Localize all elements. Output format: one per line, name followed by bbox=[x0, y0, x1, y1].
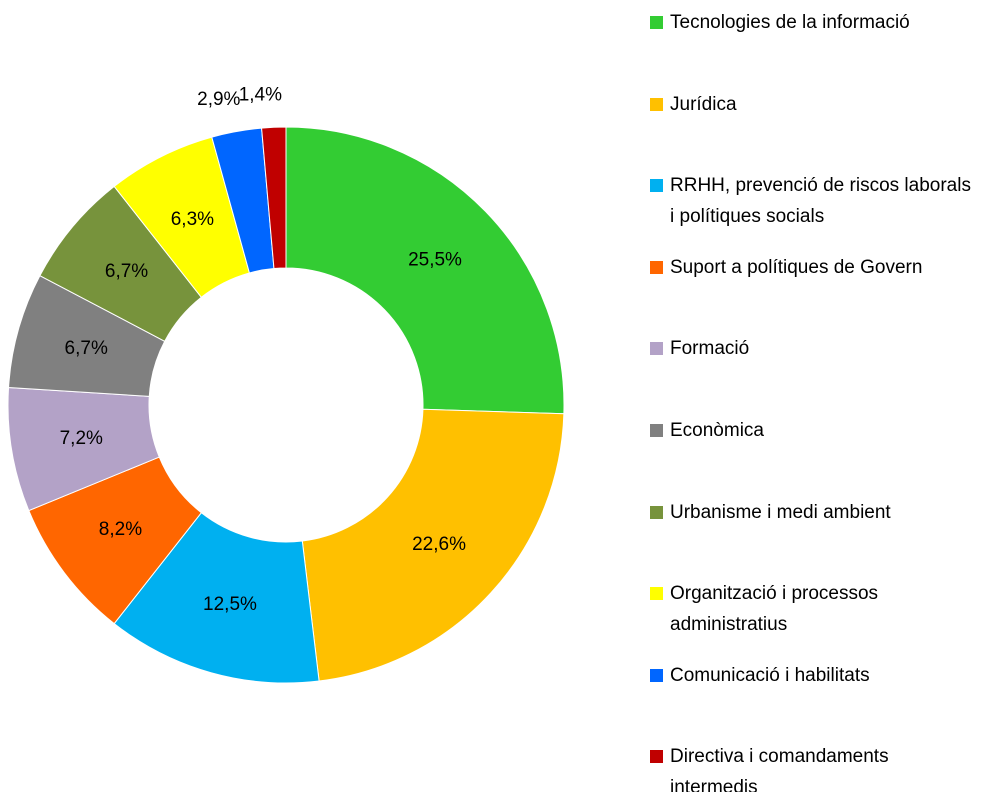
data-label: 7,2% bbox=[60, 428, 103, 449]
legend-label: RRHH, prevenció de riscos laborals i pol… bbox=[670, 175, 971, 228]
legend-swatch bbox=[650, 260, 663, 274]
data-label: 8,2% bbox=[99, 519, 142, 540]
legend-item: Organització i processos administratius bbox=[650, 578, 990, 648]
legend-label: Tecnologies de la informació bbox=[670, 12, 910, 33]
legend-item: Urbanisme i medi ambient bbox=[650, 497, 990, 567]
data-label: 2,9% bbox=[197, 89, 240, 110]
donut-segment bbox=[301, 408, 565, 682]
legend-item: Suport a polítiques de Govern bbox=[650, 252, 990, 322]
legend-item: Formació bbox=[650, 333, 990, 403]
legend-swatch bbox=[650, 179, 663, 193]
data-label: 6,7% bbox=[105, 261, 148, 282]
donut-segment bbox=[261, 126, 287, 270]
legend-label: Urbanisme i medi ambient bbox=[670, 501, 891, 523]
legend-swatch bbox=[650, 97, 663, 111]
data-label: 22,6% bbox=[412, 534, 466, 555]
legend-item: RRHH, prevenció de riscos laborals i pol… bbox=[650, 170, 990, 240]
legend-swatch bbox=[650, 750, 663, 764]
data-label: 1,4% bbox=[239, 84, 282, 105]
legend-label: Directiva i comandaments intermedis bbox=[670, 746, 889, 792]
legend-label: Formació bbox=[670, 338, 750, 360]
legend-label: Suport a polítiques de Govern bbox=[670, 256, 923, 278]
legend-item: Jurídica bbox=[650, 89, 990, 159]
legend-swatch bbox=[650, 587, 663, 601]
donut-segment bbox=[285, 126, 565, 415]
legend-swatch bbox=[650, 342, 663, 356]
legend-item: Econòmica bbox=[650, 415, 990, 485]
data-label: 25,5% bbox=[408, 250, 462, 271]
legend-label: Econòmica bbox=[670, 420, 764, 441]
legend-item: Comunicació i habilitats bbox=[650, 660, 990, 730]
data-label: 6,3% bbox=[171, 209, 214, 230]
legend-label: Comunicació i habilitats bbox=[670, 664, 870, 686]
donut-plot: 25,5% 22,6% 12,5% 8,2% 7,2% 6,7% 6,7% 6,3% 2,9%1… bbox=[7, 84, 565, 684]
legend-swatch bbox=[650, 424, 663, 437]
legend-swatch bbox=[650, 16, 663, 29]
legend-swatch bbox=[650, 505, 663, 519]
legend-item: Tecnologies de la informació bbox=[650, 7, 990, 77]
legend-label: Jurídica bbox=[670, 93, 737, 115]
legend-label: Organització i processos administratius bbox=[670, 583, 879, 636]
data-label: 6,7% bbox=[65, 338, 108, 359]
legend-swatch bbox=[650, 668, 663, 682]
data-label: 12,5% bbox=[203, 594, 257, 615]
legend-item: Directiva i comandaments intermedis bbox=[650, 741, 990, 792]
